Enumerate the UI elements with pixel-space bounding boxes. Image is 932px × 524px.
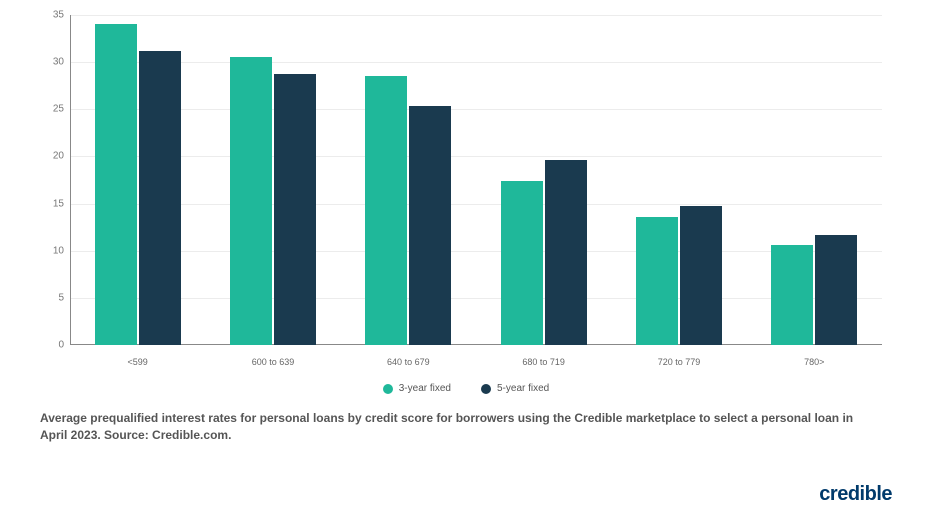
bar	[501, 181, 543, 345]
legend-dot-icon	[481, 384, 491, 394]
bar	[95, 24, 137, 345]
bar	[680, 206, 722, 345]
bar-group: 780>	[747, 15, 882, 345]
bar	[636, 217, 678, 345]
y-tick-label: 10	[40, 245, 64, 256]
brand-logo: credible	[819, 483, 892, 506]
bars-container: <599600 to 639640 to 679680 to 719720 to…	[70, 15, 882, 345]
y-tick-label: 5	[40, 292, 64, 303]
bar	[409, 106, 451, 345]
y-tick-label: 0	[40, 340, 64, 351]
legend: 3-year fixed 5-year fixed	[40, 383, 892, 394]
x-tick-label: 680 to 719	[476, 357, 611, 367]
legend-dot-icon	[383, 384, 393, 394]
bar-group: 600 to 639	[205, 15, 340, 345]
legend-label: 5-year fixed	[497, 383, 549, 394]
bar	[815, 235, 857, 345]
legend-label: 3-year fixed	[399, 383, 451, 394]
bar-group: 640 to 679	[341, 15, 476, 345]
bar	[230, 57, 272, 346]
x-tick-label: 600 to 639	[205, 357, 340, 367]
chart: 05101520253035 <599600 to 639640 to 6796…	[40, 15, 892, 375]
bar-group: <599	[70, 15, 205, 345]
bar	[274, 74, 316, 345]
x-tick-label: <599	[70, 357, 205, 367]
bar-group: 680 to 719	[476, 15, 611, 345]
y-tick-label: 15	[40, 198, 64, 209]
bar	[365, 76, 407, 345]
x-tick-label: 720 to 779	[611, 357, 746, 367]
bar	[545, 160, 587, 345]
y-tick-label: 20	[40, 151, 64, 162]
y-tick-label: 30	[40, 57, 64, 68]
chart-caption: Average prequalified interest rates for …	[40, 410, 860, 444]
bar-group: 720 to 779	[611, 15, 746, 345]
legend-item-5yr: 5-year fixed	[481, 383, 549, 394]
y-tick-label: 35	[40, 10, 64, 21]
bar	[771, 245, 813, 345]
bar	[139, 51, 181, 345]
x-tick-label: 780>	[747, 357, 882, 367]
y-tick-label: 25	[40, 104, 64, 115]
x-tick-label: 640 to 679	[341, 357, 476, 367]
legend-item-3yr: 3-year fixed	[383, 383, 451, 394]
